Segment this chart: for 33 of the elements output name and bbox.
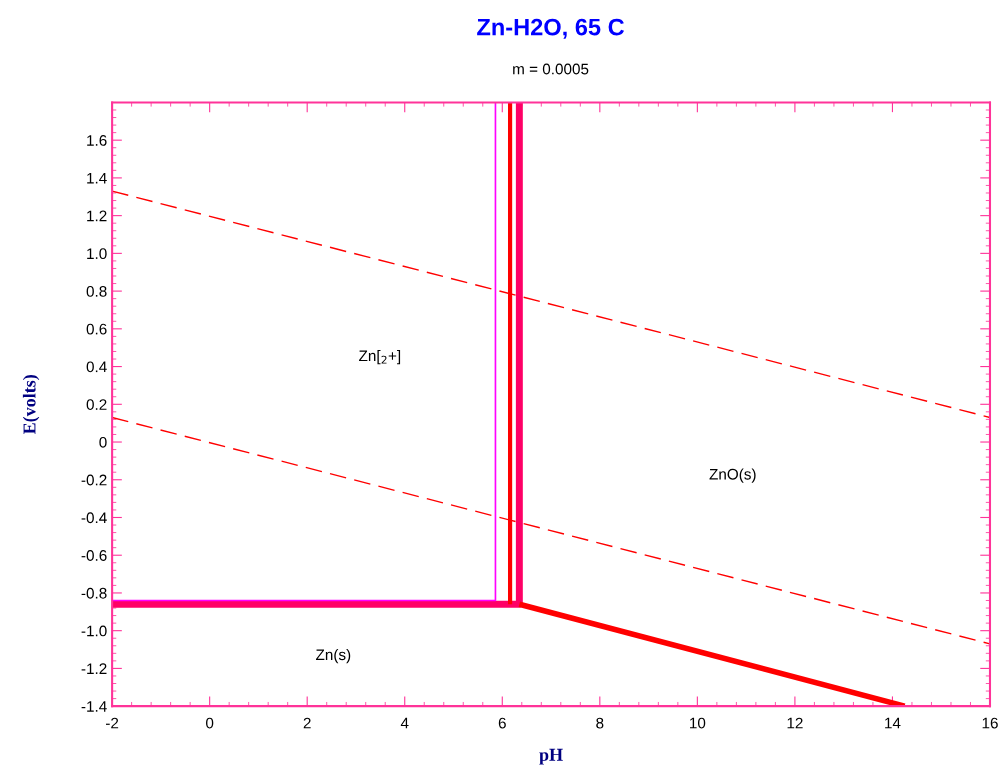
x-tick-label: 10	[690, 717, 706, 729]
y-tick-label: 0.6	[86, 323, 107, 335]
y-tick-label: 0	[99, 436, 107, 448]
y-tick-label: 0.2	[86, 399, 107, 410]
x-axis-title: pH	[539, 748, 563, 765]
x-tick-label: 2	[303, 717, 311, 729]
y-tick-label: 1.2	[87, 210, 107, 222]
x-tick-label: 6	[498, 717, 506, 729]
annotation: ZnO(s)	[709, 468, 756, 483]
y-tick-label: 1.0	[87, 248, 107, 260]
y-tick-label: -0.4	[81, 512, 107, 524]
x-tick-label: 14	[885, 717, 901, 729]
annotation: Zn[$_{2}$+]	[359, 350, 401, 365]
x-tick-label: -2	[106, 717, 119, 729]
y-tick-label: 0.8	[86, 285, 107, 297]
y-tick-label: -1.0	[81, 625, 107, 637]
y-tick-label: 1.6	[87, 135, 107, 146]
x-tick-label: 0	[206, 717, 214, 729]
x-tick-label: 12	[787, 717, 803, 729]
y-tick-label: -0.6	[81, 550, 107, 561]
x-tick-label: 4	[400, 717, 409, 729]
y-tick-label: 0.4	[86, 361, 107, 373]
chart-title: Zn-H2O, 65 C	[477, 18, 625, 39]
y-tick-label: -1.2	[81, 663, 107, 674]
y-axis-title: E(volts)	[22, 375, 40, 435]
chart-subtitle: m = 0.0005	[513, 63, 589, 75]
annotation: Zn(s)	[316, 648, 351, 664]
y-tick-label: -1.4	[81, 701, 107, 712]
x-tick-label: 8	[596, 717, 604, 729]
y-tick-label: 1.4	[87, 172, 107, 184]
y-tick-label: -0.8	[81, 587, 107, 599]
x-tick-label: 16	[982, 717, 998, 729]
y-tick-label: -0.2	[81, 474, 107, 486]
